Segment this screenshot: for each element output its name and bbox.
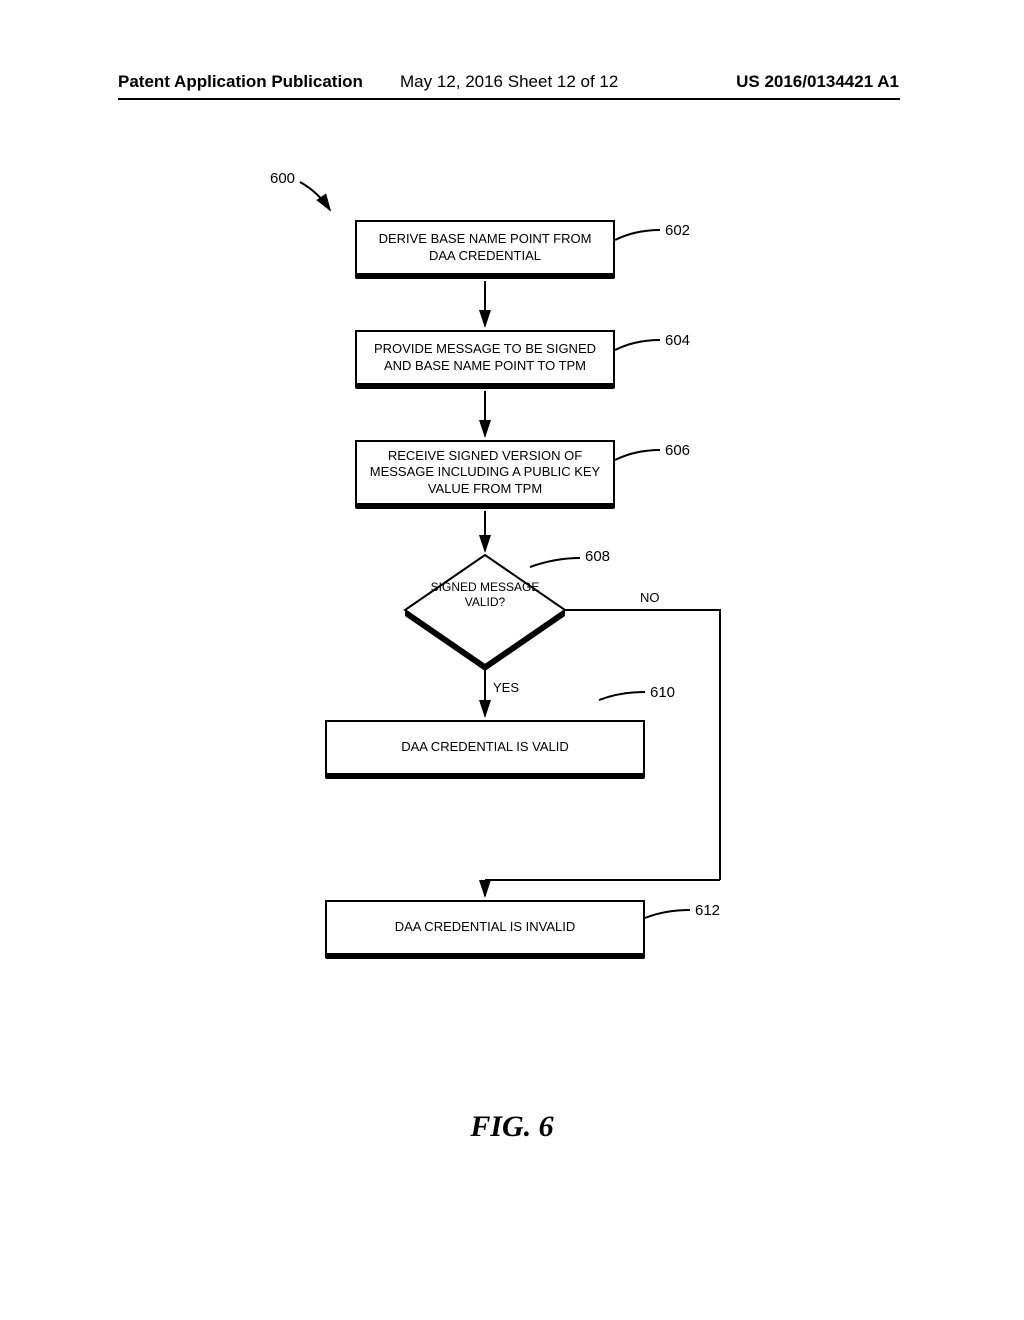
step-612-text: DAA CREDENTIAL IS INVALID (395, 919, 576, 935)
decision-yes-label: YES (493, 680, 519, 695)
step-604-box: PROVIDE MESSAGE TO BE SIGNED AND BASE NA… (355, 330, 615, 385)
step-612-box: DAA CREDENTIAL IS INVALID (325, 900, 645, 955)
ref-604: 604 (665, 332, 690, 349)
step-606-box: RECEIVE SIGNED VERSION OF MESSAGE INCLUD… (355, 440, 615, 505)
page: Patent Application Publication May 12, 2… (0, 0, 1024, 1320)
step-602-text: DERIVE BASE NAME POINT FROM DAA CREDENTI… (367, 231, 603, 264)
ref-612: 612 (695, 902, 720, 919)
step-610-text: DAA CREDENTIAL IS VALID (401, 739, 569, 755)
ref-608: 608 (585, 548, 610, 565)
step-604-text: PROVIDE MESSAGE TO BE SIGNED AND BASE NA… (367, 341, 603, 374)
figure-caption: FIG. 6 (0, 1110, 1024, 1144)
ref-602: 602 (665, 222, 690, 239)
step-610-box: DAA CREDENTIAL IS VALID (325, 720, 645, 775)
step-606-text: RECEIVE SIGNED VERSION OF MESSAGE INCLUD… (367, 448, 603, 497)
ref-610: 610 (650, 684, 675, 701)
ref-606: 606 (665, 442, 690, 459)
decision-no-label: NO (640, 590, 660, 605)
step-602-box: DERIVE BASE NAME POINT FROM DAA CREDENTI… (355, 220, 615, 275)
decision-608-text: SIGNED MESSAGE VALID? (430, 580, 540, 610)
